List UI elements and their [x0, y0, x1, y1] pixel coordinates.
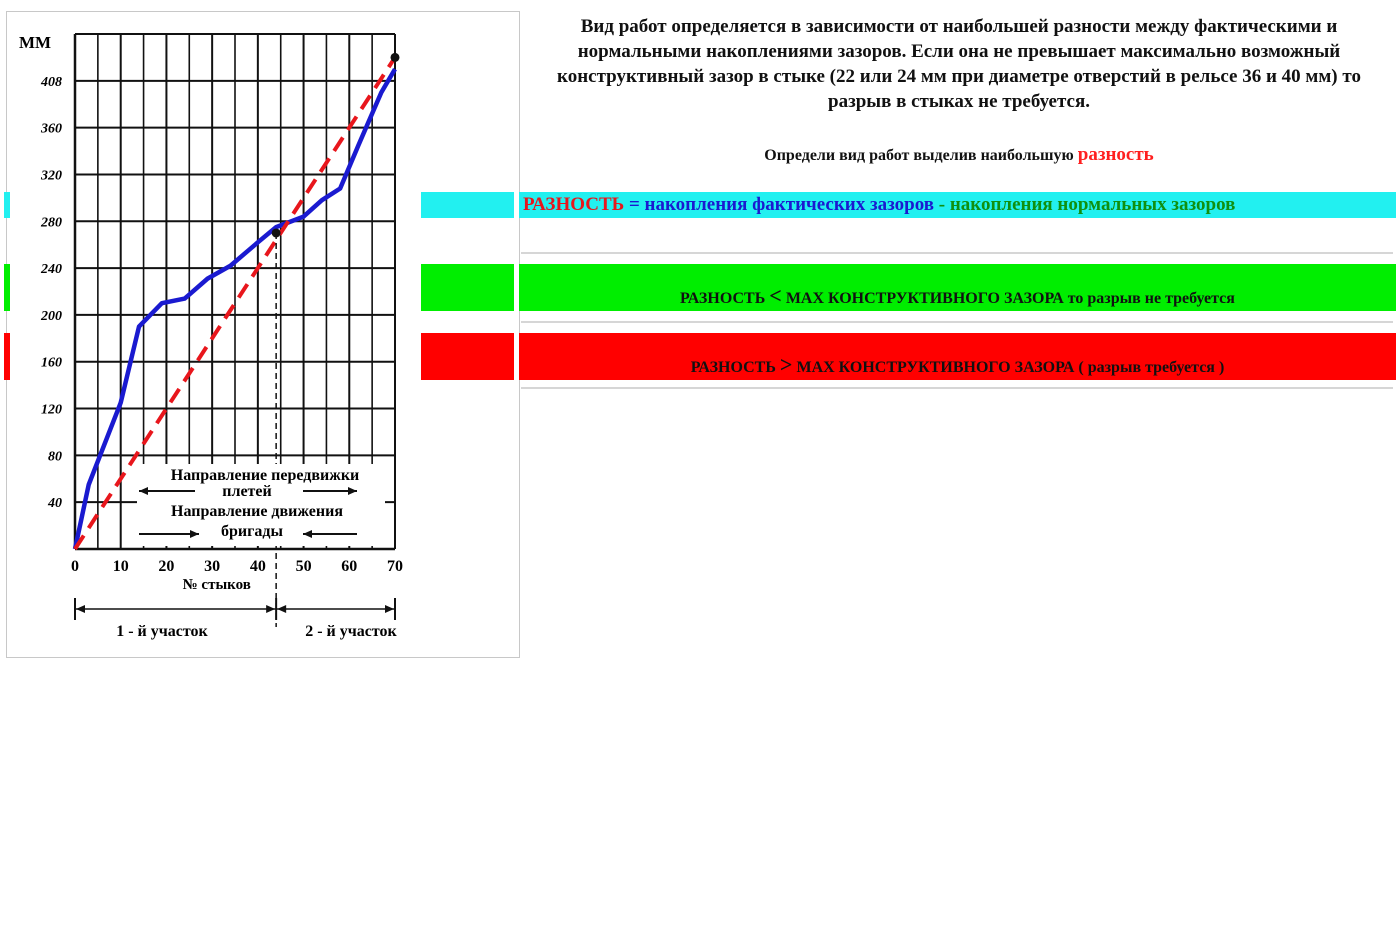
prompt-highlight: разность	[1077, 144, 1154, 165]
direction-2-title: Направление движения	[171, 503, 343, 520]
y-tick-label: 280	[40, 215, 62, 230]
difference-formula-bar[interactable]: РАЗНОСТЬ = накопления фактических зазоро…	[421, 192, 1396, 218]
no-break-text: РАЗНОСТЬ < MAX КОНСТРУКТИВНОГО ЗАЗОРА то…	[519, 283, 1396, 309]
arrow-left-2-head	[303, 530, 312, 538]
x-tick-label: 30	[204, 558, 220, 575]
x-tick-label: 20	[158, 558, 174, 575]
chart-grid	[73, 33, 396, 551]
y-tick-label: 320	[40, 168, 62, 183]
y-tick-label: 240	[40, 262, 62, 277]
less-text: MAX КОНСТРУКТИВНОГО ЗАЗОРА то разрыв не …	[785, 290, 1235, 307]
prompt-text: Определи вид работ выделив наибольшую	[764, 147, 1074, 164]
y-tick-label: 40	[47, 496, 62, 511]
less-word: РАЗНОСТЬ	[680, 290, 766, 307]
separator	[521, 387, 1393, 389]
prompt-line: Определи вид работ выделив наибольшую ра…	[525, 144, 1393, 166]
formula-word: РАЗНОСТЬ	[523, 194, 625, 215]
break-required-text: РАЗНОСТЬ > MAX КОНСТРУКТИВНОГО ЗАЗОРА ( …	[519, 352, 1396, 378]
section-arrow-head	[277, 605, 287, 613]
section-1-label: 1 - й участок	[116, 623, 208, 640]
direction-1-title: Направление передвижки	[171, 467, 360, 484]
separator	[521, 321, 1393, 323]
direction-1-subtitle: плетей	[222, 483, 271, 500]
bar-gap	[514, 264, 519, 311]
chart-series	[72, 52, 400, 551]
section-2-label: 2 - й участок	[305, 623, 397, 640]
separator	[521, 252, 1393, 254]
arrow-right-2-head	[190, 530, 199, 538]
x-axis-label: № стыков	[183, 577, 251, 593]
no-break-required-bar[interactable]: РАЗНОСТЬ < MAX КОНСТРУКТИВНОГО ЗАЗОРА то…	[421, 264, 1396, 311]
y-tick-label: 360	[40, 122, 62, 137]
x-tick-label: 70	[387, 558, 403, 575]
data-marker	[390, 52, 400, 62]
more-word: РАЗНОСТЬ	[690, 359, 776, 376]
bar-gap	[514, 333, 519, 380]
arrow-right-1-head	[348, 487, 357, 495]
y-tick-label: 120	[41, 403, 62, 418]
difference-formula-text: РАЗНОСТЬ = накопления фактических зазоро…	[523, 194, 1235, 216]
formula-minus: -	[933, 194, 950, 215]
x-tick-label: 0	[71, 558, 79, 575]
section-arrow-head	[76, 605, 85, 613]
more-text: MAX КОНСТРУКТИВНОГО ЗАЗОРА ( разрыв треб…	[796, 359, 1225, 376]
left-stub-green	[4, 264, 10, 311]
bar-gap	[514, 192, 519, 218]
y-axis-label: ММ	[19, 33, 51, 52]
less-than-sign: <	[769, 283, 782, 308]
y-tick-label: 408	[40, 75, 62, 90]
x-tick-label: 60	[341, 558, 357, 575]
section-arrow-head	[266, 605, 276, 613]
direction-2-subtitle: бригады	[221, 523, 283, 540]
greater-than-sign: >	[779, 352, 793, 377]
actual-gap-line	[72, 67, 397, 550]
formula-equals: =	[624, 194, 645, 215]
x-tick-label: 10	[113, 558, 129, 575]
y-tick-label: 200	[40, 309, 62, 324]
formula-normal: накопления нормальных зазоров	[949, 194, 1236, 215]
y-tick-label: 160	[41, 356, 62, 371]
annotation-box	[137, 464, 385, 546]
section-arrow-head	[385, 605, 394, 613]
left-stub-cyan	[4, 192, 10, 218]
x-tick-label: 50	[296, 558, 312, 575]
normal-gap-line	[73, 56, 397, 551]
left-stub-red	[4, 333, 10, 380]
y-tick-label: 80	[48, 449, 62, 464]
intro-text: Вид работ определяется в зависимости от …	[557, 16, 1361, 112]
arrow-left-1-head	[139, 487, 148, 495]
x-tick-label: 40	[250, 558, 266, 575]
break-required-bar[interactable]: РАЗНОСТЬ > MAX КОНСТРУКТИВНОГО ЗАЗОРА ( …	[421, 333, 1396, 380]
formula-actual: накопления фактических зазоров	[644, 194, 934, 215]
